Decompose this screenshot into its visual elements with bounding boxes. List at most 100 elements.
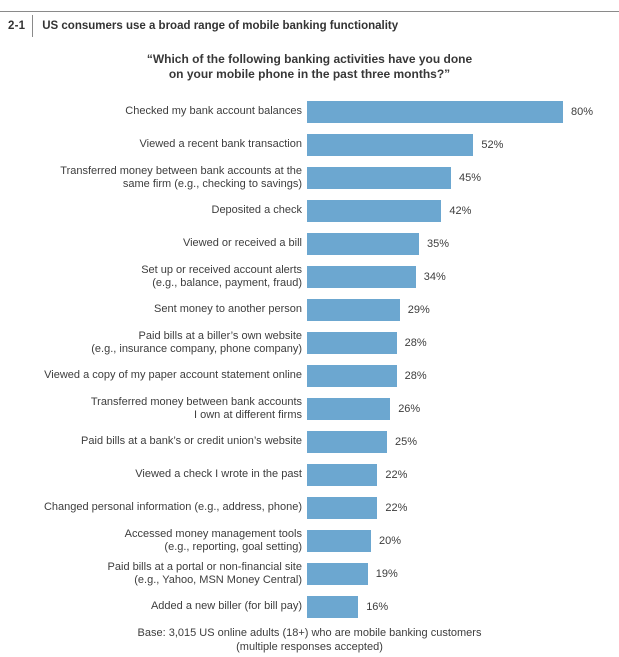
figure-title: US consumers use a broad range of mobile… <box>42 20 399 32</box>
bar-track: 52% <box>307 133 619 156</box>
bar-value-label: 35% <box>427 237 450 250</box>
bar-category-label-line: Paid bills at a biller’s own website <box>138 329 302 342</box>
bar-category-label-line: (e.g., balance, payment, fraud) <box>152 276 302 289</box>
chart-title: “Which of the following banking activiti… <box>0 52 619 81</box>
bar-track: 20% <box>307 529 619 552</box>
bar-row: Checked my bank account balances 80% <box>0 95 619 128</box>
bar-track: 34% <box>307 265 619 288</box>
bar-category-label: Paid bills at a portal or non-financial … <box>0 561 302 587</box>
bar-track: 29% <box>307 298 619 321</box>
bar-category-label-line: Sent money to another person <box>154 303 302 315</box>
bar-category-label-line: Checked my bank account balances <box>125 105 302 117</box>
bar-category-label: Checked my bank account balances <box>0 105 302 118</box>
bar-value-label: 42% <box>449 204 472 217</box>
bar <box>307 529 371 552</box>
bar-category-label: Accessed money management tools (e.g., re… <box>0 528 302 554</box>
bar-track: 22% <box>307 496 619 519</box>
bar-category-label: Set up or received account alerts (e.g., … <box>0 264 302 290</box>
footnote-line-1: Base: 3,015 US online adults (18+) who a… <box>137 627 482 639</box>
bar-row: Set up or received account alerts (e.g., … <box>0 260 619 293</box>
bar-category-label: Added a new biller (for bill pay) <box>0 600 302 613</box>
bar-category-label-line: Accessed money management tools <box>124 527 302 540</box>
bar <box>307 562 368 585</box>
bar <box>307 595 359 618</box>
bar-value-label: 19% <box>375 567 398 580</box>
bar-category-label: Sent money to another person <box>0 303 302 316</box>
bar-track: 16% <box>307 595 619 618</box>
bar-row: Sent money to another person 29% <box>0 293 619 326</box>
bar-category-label-line: Added a new biller (for bill pay) <box>150 600 302 612</box>
chart-title-line-2: on your mobile phone in the past three m… <box>168 66 451 81</box>
bar <box>307 265 416 288</box>
bar-category-label-line: Transferred money between bank accounts … <box>60 164 302 177</box>
bar-category-label-line: Transferred money between bank accounts <box>90 395 302 408</box>
bar-row: Paid bills at a portal or non-financial … <box>0 557 619 590</box>
bar-row: Viewed a recent bank transaction 52% <box>0 128 619 161</box>
bar-row: Changed personal information (e.g., addr… <box>0 491 619 524</box>
bar-category-label-line: Changed personal information (e.g., addr… <box>43 501 302 513</box>
bar-track: 26% <box>307 397 619 420</box>
bar-category-label-line: Paid bills at a portal or non-financial … <box>107 560 302 573</box>
bar <box>307 364 397 387</box>
bar-category-label-line: (e.g., Yahoo, MSN Money Central) <box>134 573 302 586</box>
bar-row: Viewed a check I wrote in the past 22% <box>0 458 619 491</box>
figure-header: 2-1 US consumers use a broad range of mo… <box>8 15 398 37</box>
horizontal-bar-chart: Checked my bank account balances 80% Vie… <box>0 95 619 623</box>
base-footnote: Base: 3,015 US online adults (18+) who a… <box>0 627 619 654</box>
bar-category-label-line: Set up or received account alerts <box>141 263 302 276</box>
bar-category-label-line: Viewed a copy of my paper account statem… <box>44 369 302 381</box>
bar-row: Viewed or received a bill 35% <box>0 227 619 260</box>
bar-category-label-line: (e.g., insurance company, phone company) <box>91 342 302 355</box>
bar-category-label: Changed personal information (e.g., addr… <box>0 501 302 514</box>
bar-category-label: Viewed or received a bill <box>0 237 302 250</box>
bar-category-label-line: Viewed a recent bank transaction <box>139 138 302 150</box>
bar-value-label: 22% <box>385 501 408 514</box>
chart-title-line-1: “Which of the following banking activiti… <box>146 52 473 66</box>
bar-row: Accessed money management tools (e.g., re… <box>0 524 619 557</box>
bar-track: 25% <box>307 430 619 453</box>
bar-category-label: Paid bills at a bank’s or credit union’s… <box>0 435 302 448</box>
footnote-line-2: (multiple responses accepted) <box>236 640 383 653</box>
bar-track: 35% <box>307 232 619 255</box>
bar <box>307 463 378 486</box>
bar <box>307 166 451 189</box>
bar-track: 42% <box>307 199 619 222</box>
bar <box>307 430 387 453</box>
bar <box>307 100 563 123</box>
bar-row: Transferred money between bank accounts … <box>0 161 619 194</box>
bar-value-label: 28% <box>404 336 427 349</box>
bar-value-label: 20% <box>379 534 402 547</box>
bar-track: 19% <box>307 562 619 585</box>
bar-category-label: Deposited a check <box>0 204 303 217</box>
bar-category-label-line: I own at different firms <box>193 408 302 421</box>
bar-category-label-line: Deposited a check <box>211 204 303 216</box>
bar-row: Paid bills at a biller’s own website (e.g… <box>0 326 619 359</box>
bar-category-label: Viewed a copy of my paper account statem… <box>0 369 302 382</box>
top-rule <box>0 11 619 12</box>
bar-track: 28% <box>307 364 619 387</box>
bar <box>307 232 419 255</box>
bar <box>307 199 442 222</box>
bar-row: Viewed a copy of my paper account statem… <box>0 359 619 392</box>
bar-value-label: 25% <box>395 435 418 448</box>
bar-category-label: Paid bills at a biller’s own website (e.g… <box>0 330 302 356</box>
bar-track: 28% <box>307 331 619 354</box>
bar-value-label: 28% <box>404 369 427 382</box>
bar <box>307 496 378 519</box>
bar-value-label: 16% <box>366 600 389 613</box>
bar-category-label: Viewed a recent bank transaction <box>0 138 302 151</box>
bar-track: 22% <box>307 463 619 486</box>
bar-row: Paid bills at a bank’s or credit union’s… <box>0 425 619 458</box>
bar <box>307 397 391 420</box>
bar-value-label: 52% <box>481 138 504 151</box>
bar-value-label: 22% <box>385 468 408 481</box>
bar-row: Added a new biller (for bill pay) 16% <box>0 590 619 623</box>
bar <box>307 331 397 354</box>
bar <box>307 133 474 156</box>
bar-row: Transferred money between bank accounts I… <box>0 392 619 425</box>
bar-category-label-line: same firm (e.g., checking to savings) <box>122 177 302 190</box>
bar-category-label-line: (e.g., reporting, goal setting) <box>164 540 302 553</box>
bar-category-label-line: Viewed a check I wrote in the past <box>135 468 302 480</box>
bar-value-label: 34% <box>423 270 446 283</box>
